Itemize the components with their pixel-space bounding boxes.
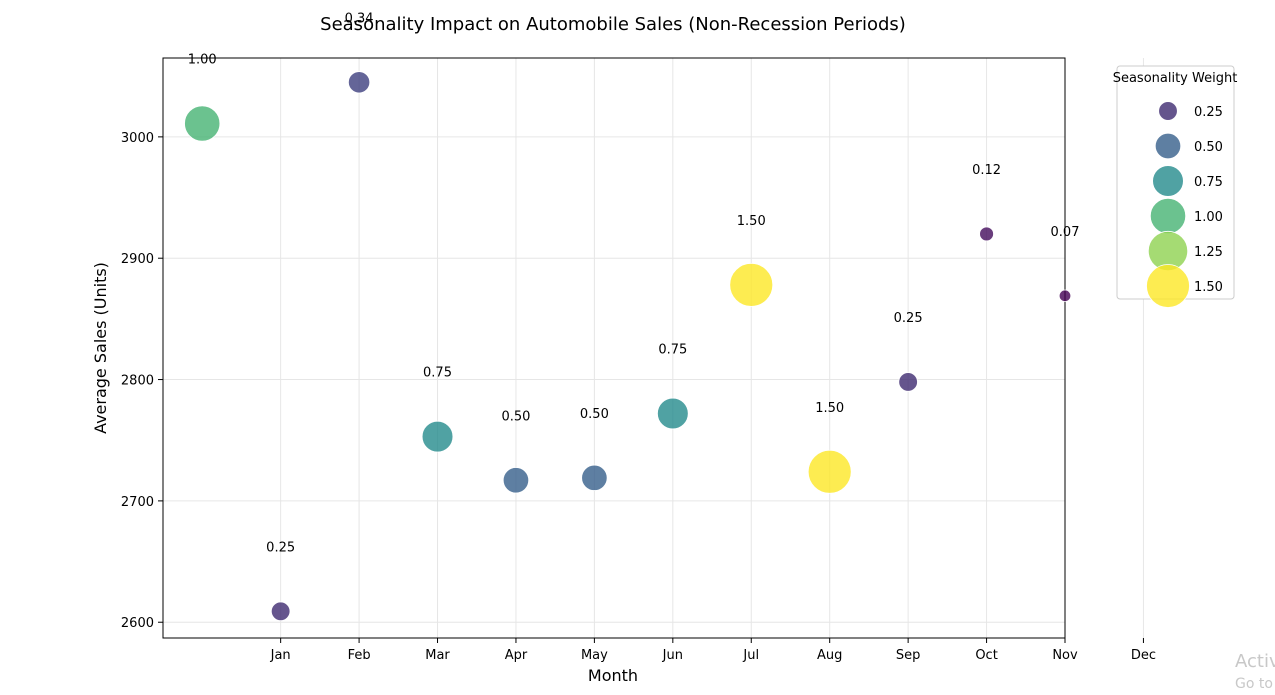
x-tick-label: Jun [662,648,683,663]
data-label: 1.50 [815,401,844,416]
activation-watermark: Activ [1235,651,1275,672]
legend-title: Seasonality Weight [1113,71,1238,86]
legend-label: 0.25 [1194,105,1223,120]
x-tick-label: Feb [348,648,371,663]
data-label: 1.50 [737,214,766,229]
data-point [807,449,852,494]
y-tick-label: 2700 [121,495,154,510]
legend-marker [1146,264,1190,308]
legend-label: 1.50 [1194,280,1223,295]
y-axis-label: Average Sales (Units) [91,262,110,434]
y-tick-label: 2600 [121,616,154,631]
data-point [581,464,608,491]
data-label: 0.07 [1051,225,1080,240]
legend-label: 0.50 [1194,140,1223,155]
data-label: 0.50 [501,409,530,424]
y-tick-label: 2900 [121,252,154,267]
data-point [657,397,689,430]
data-point [347,71,371,94]
x-tick-label: Jul [742,648,759,663]
activation-watermark-sub: Go to [1235,676,1273,692]
x-tick-label: Nov [1052,648,1078,663]
data-point [979,226,994,242]
legend-label: 1.00 [1194,210,1223,225]
chart-title: Seasonality Impact on Automobile Sales (… [320,14,906,35]
legend-marker [1154,132,1182,160]
y-tick-label: 3000 [121,131,154,146]
legend-label: 1.25 [1194,245,1223,260]
data-points [184,71,1072,622]
data-label: 1.00 [188,53,217,68]
y-axis: 2600 2700 2800 2900 3000 [121,131,163,631]
x-axis: Jan Feb Mar Apr May Jun Jul Aug Sep Oct Nov Dec [270,638,1156,663]
data-label: 0.34 [345,11,374,26]
x-tick-label: Sep [896,648,921,663]
data-point [1058,289,1072,303]
data-point [421,420,454,453]
data-point [898,372,918,392]
data-point [729,262,774,307]
y-tick-label: 2800 [121,374,154,389]
x-tick-label: May [581,648,608,663]
data-label: 0.75 [423,366,452,381]
x-tick-label: Oct [975,648,997,663]
legend-label: 0.75 [1194,175,1223,190]
data-label: 0.75 [658,343,687,358]
data-label: 0.25 [266,540,295,555]
legend-marker [1152,165,1184,197]
data-label: 0.25 [894,311,923,326]
grid-lines [163,58,1144,638]
data-label: 0.12 [972,163,1001,178]
x-tick-label: Aug [817,648,842,663]
legend-marker [1158,101,1178,121]
data-label: 0.50 [580,407,609,422]
legend: Seasonality Weight 0.25 0.50 0.75 1.00 1.25 1… [1113,65,1238,308]
x-tick-label: Dec [1131,648,1156,663]
data-point [270,601,291,622]
x-tick-label: Jan [270,648,291,663]
plot-area [162,57,1066,639]
data-point [502,467,530,494]
x-tick-label: Mar [425,648,450,663]
data-point [184,105,221,142]
legend-marker [1149,197,1187,235]
x-axis-label: Month [588,666,638,685]
data-labels: 1.00 0.25 0.34 0.75 0.50 0.50 0.75 1.50 1.50 0.25… [188,11,1080,555]
x-tick-label: Apr [505,648,528,663]
